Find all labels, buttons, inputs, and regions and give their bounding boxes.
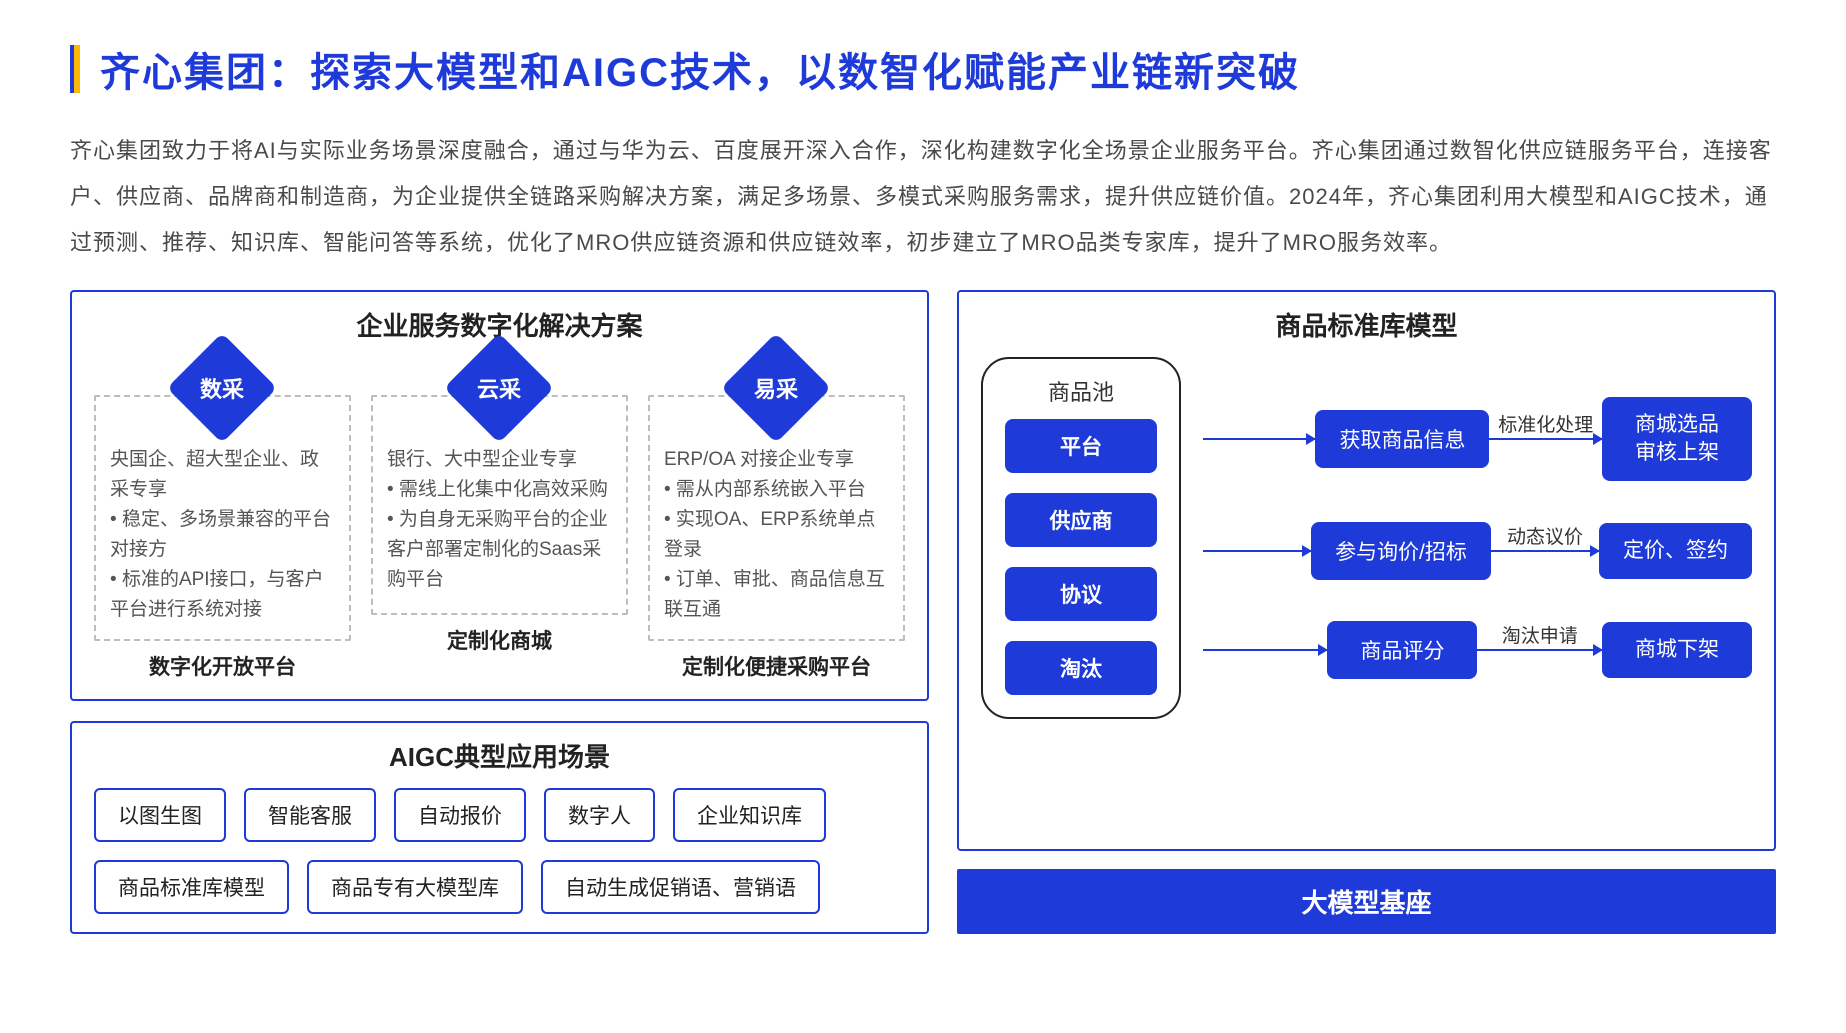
intro-paragraph: 齐心集团致力于将AI与实际业务场景深度融合，通过与华为云、百度展开深入合作，深化…: [70, 128, 1776, 266]
solution-bullet: 稳定、多场景兼容的平台对接方: [110, 505, 335, 565]
flow-mid-node: 获取商品信息: [1315, 410, 1489, 468]
pool-item: 协议: [1005, 567, 1157, 621]
product-pool: 商品池 平台供应商协议淘汰: [981, 357, 1181, 719]
arrow-label: 淘汰申请: [1502, 621, 1578, 648]
solutions-panel: 企业服务数字化解决方案 数采央国企、超大型企业、政采专享稳定、多场景兼容的平台对…: [70, 290, 929, 701]
aigc-tags: 以图生图智能客服自动报价数字人企业知识库商品标准库模型商品专有大模型库自动生成促…: [94, 788, 905, 914]
flow-end-node: 商城选品审核上架: [1602, 397, 1752, 481]
diamond-label: 云采: [477, 372, 521, 404]
arrow-labeled: 标准化处理: [1489, 438, 1602, 440]
solution-bullet: 为自身无采购平台的企业客户部署定制化的Saas采购平台: [387, 505, 612, 595]
product-model-title: 商品标准库模型: [981, 306, 1752, 343]
flow-row-0: 获取商品信息标准化处理商城选品审核上架: [1203, 397, 1752, 481]
flow-mid-node: 商品评分: [1327, 621, 1477, 679]
solution-bullet: 需线上化集中化高效采购: [387, 475, 612, 505]
solution-2: 易采 ERP/OA 对接企业专享需从内部系统嵌入平台实现OA、ERP系统单点登录订…: [648, 357, 905, 681]
aigc-panel: AIGC典型应用场景 以图生图智能客服自动报价数字人企业知识库商品标准库模型商品…: [70, 721, 929, 934]
diamond-label: 易采: [754, 372, 798, 404]
title-accent-bar: [70, 45, 80, 93]
aigc-title: AIGC典型应用场景: [94, 737, 905, 774]
solution-head: 银行、大中型企业专享: [387, 445, 612, 475]
solution-bullet: 需从内部系统嵌入平台: [664, 475, 889, 505]
solution-foot: 定制化商城: [371, 625, 628, 655]
aigc-tag: 自动报价: [394, 788, 526, 842]
solution-head: ERP/OA 对接企业专享: [664, 445, 889, 475]
pool-item: 供应商: [1005, 493, 1157, 547]
arrow: [1203, 649, 1328, 651]
diamond-label: 数采: [200, 372, 244, 404]
aigc-tag: 智能客服: [244, 788, 376, 842]
solution-head: 央国企、超大型企业、政采专享: [110, 445, 335, 505]
left-column: 企业服务数字化解决方案 数采央国企、超大型企业、政采专享稳定、多场景兼容的平台对…: [70, 290, 929, 934]
flow-rows: 获取商品信息标准化处理商城选品审核上架参与询价/招标动态议价定价、签约商品评分淘…: [1203, 357, 1752, 719]
aigc-tag: 企业知识库: [673, 788, 826, 842]
flow-row-1: 参与询价/招标动态议价定价、签约: [1203, 522, 1752, 580]
solution-bullet: 实现OA、ERP系统单点登录: [664, 505, 889, 565]
aigc-tag: 商品专有大模型库: [307, 860, 523, 914]
flow-end-node: 商城下架: [1602, 622, 1752, 678]
page-title: 齐心集团：探索大模型和AIGC技术，以数智化赋能产业链新突破: [100, 40, 1300, 98]
solutions-row: 数采央国企、超大型企业、政采专享稳定、多场景兼容的平台对接方标准的API接口，与…: [94, 357, 905, 681]
flow-row-2: 商品评分淘汰申请商城下架: [1203, 621, 1752, 679]
flow-end-node: 定价、签约: [1599, 523, 1752, 579]
arrow-label: 动态议价: [1507, 522, 1583, 549]
pool-item: 淘汰: [1005, 641, 1157, 695]
solution-0: 数采央国企、超大型企业、政采专享稳定、多场景兼容的平台对接方标准的API接口，与…: [94, 357, 351, 681]
title-row: 齐心集团：探索大模型和AIGC技术，以数智化赋能产业链新突破: [70, 40, 1776, 98]
arrow-labeled: 淘汰申请: [1477, 649, 1602, 651]
arrow: [1203, 438, 1316, 440]
solution-foot: 数字化开放平台: [94, 651, 351, 681]
aigc-tag: 数字人: [544, 788, 655, 842]
flow-mid-node: 参与询价/招标: [1311, 522, 1491, 580]
main-columns: 企业服务数字化解决方案 数采央国企、超大型企业、政采专享稳定、多场景兼容的平台对…: [70, 290, 1776, 934]
aigc-tag: 以图生图: [94, 788, 226, 842]
solution-bullet: 订单、审批、商品信息互联互通: [664, 565, 889, 625]
model-base-bar: 大模型基座: [957, 869, 1776, 934]
aigc-tag: 商品标准库模型: [94, 860, 289, 914]
flow-area: 商品池 平台供应商协议淘汰 获取商品信息标准化处理商城选品审核上架参与询价/招标…: [981, 357, 1752, 719]
arrow-labeled: 动态议价: [1491, 550, 1599, 552]
pool-title: 商品池: [1005, 375, 1157, 407]
arrow: [1203, 550, 1311, 552]
pool-item: 平台: [1005, 419, 1157, 473]
solution-1: 云采银行、大中型企业专享需线上化集中化高效采购为自身无采购平台的企业客户部署定制…: [371, 357, 628, 681]
product-model-panel: 商品标准库模型 商品池 平台供应商协议淘汰 获取商品信息标准化处理商城选品审核上…: [957, 290, 1776, 851]
solution-bullet: 标准的API接口，与客户平台进行系统对接: [110, 565, 335, 625]
right-column: 商品标准库模型 商品池 平台供应商协议淘汰 获取商品信息标准化处理商城选品审核上…: [957, 290, 1776, 934]
solution-foot: 定制化便捷采购平台: [648, 651, 905, 681]
arrow-label: 标准化处理: [1498, 410, 1593, 437]
aigc-tag: 自动生成促销语、营销语: [541, 860, 820, 914]
